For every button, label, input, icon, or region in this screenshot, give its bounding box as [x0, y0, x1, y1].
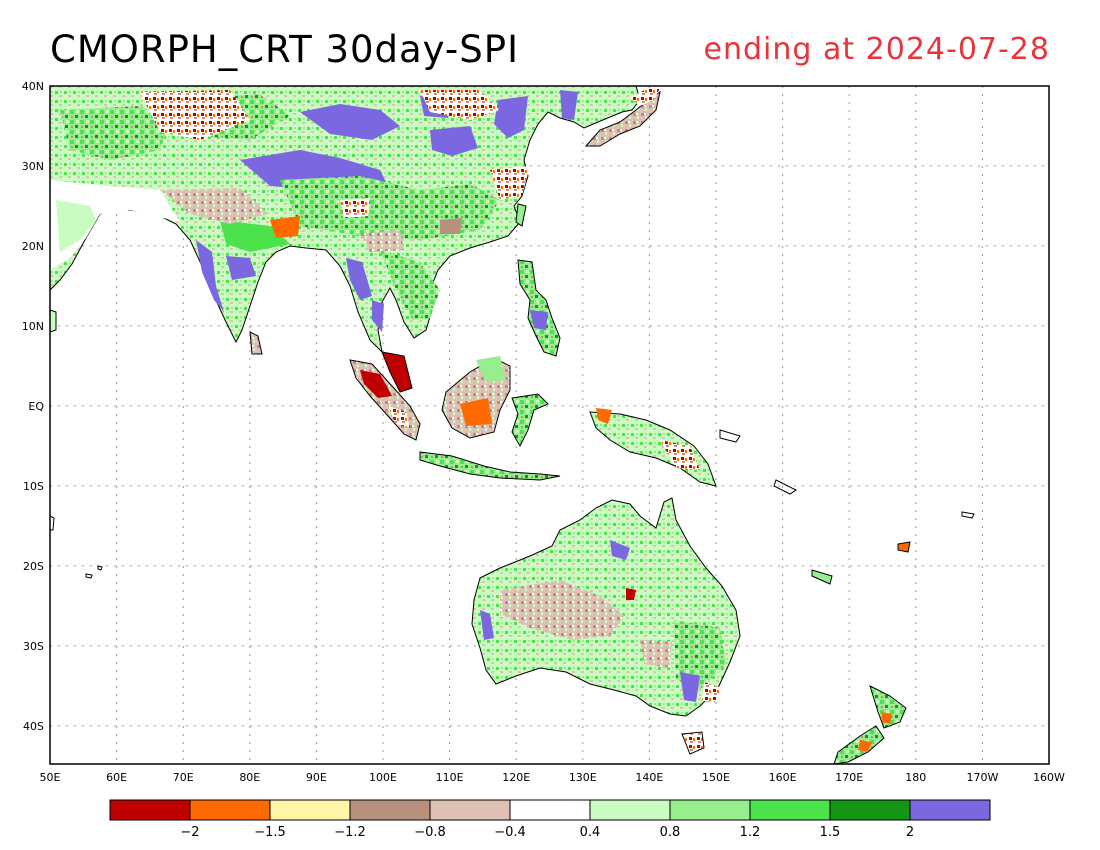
lon-tick-label: 150E [702, 771, 730, 784]
colorbar-label: 0.8 [660, 825, 681, 840]
lat-tick-label: 30S [23, 640, 44, 653]
colorbar-swatch [749, 799, 831, 821]
lon-tick-label: 170E [835, 771, 863, 784]
colorbar: −2 −1.5 −1.2 −0.8 −0.4 0.4 0.8 1.2 1.5 2 [109, 799, 991, 840]
lat-tick-label: 40N [22, 80, 44, 93]
colorbar-label: 1.2 [740, 825, 761, 840]
colorbar-label: −2 [180, 825, 199, 840]
colorbar-swatch [189, 799, 271, 821]
colorbar-swatch [829, 799, 911, 821]
colorbar-swatch [349, 799, 431, 821]
colorbar-label: 1.5 [820, 825, 841, 840]
land-sumatra [349, 359, 421, 441]
lon-tick-label: 90E [306, 771, 327, 784]
lon-tick-label: 170W [966, 771, 998, 784]
land-java [419, 451, 561, 481]
colorbar-label: −1.2 [334, 825, 366, 840]
colorbar-label: −1.5 [254, 825, 286, 840]
lon-tick-label: 70E [173, 771, 194, 784]
latitude-labels: 40N 30N 20N 10N EQ 10S 20S 30S 40S [22, 80, 45, 733]
lon-tick-label: 110E [436, 771, 464, 784]
colorbar-swatch [909, 799, 991, 821]
colorbar-swatch [269, 799, 351, 821]
lat-tick-label: 20S [23, 560, 44, 573]
lon-tick-label: 80E [239, 771, 260, 784]
lon-tick-label: 140E [635, 771, 663, 784]
lon-tick-label: 130E [569, 771, 597, 784]
land-japan [584, 90, 661, 147]
lat-tick-label: 10N [22, 320, 44, 333]
colorbar-swatch [509, 799, 591, 821]
colorbar-label: −0.8 [414, 825, 446, 840]
colorbar-label: −0.4 [494, 825, 526, 840]
lon-tick-label: 50E [40, 771, 61, 784]
map-frame [49, 85, 1050, 765]
map-title: CMORPH_CRT 30day-SPI [50, 28, 519, 71]
date-label: ending at 2024-07-28 [703, 32, 1050, 67]
lat-tick-label: 40S [23, 720, 44, 733]
lat-tick-label: EQ [28, 400, 44, 413]
land-new-guinea [589, 411, 717, 487]
lat-tick-label: 20N [22, 240, 44, 253]
colorbar-swatch [589, 799, 671, 821]
colorbar-label: 0.4 [580, 825, 601, 840]
colorbar-swatch [109, 799, 191, 821]
colorbar-swatch [669, 799, 751, 821]
precip-field [50, 86, 975, 764]
lat-tick-label: 10S [23, 480, 44, 493]
lon-tick-label: 160E [769, 771, 797, 784]
longitude-labels: 50E 60E 70E 80E 90E 100E 110E 120E 130E 140E 150E 1… [40, 771, 1066, 784]
lon-tick-label: 180 [905, 771, 926, 784]
lat-tick-label: 30N [22, 160, 44, 173]
lon-tick-label: 60E [106, 771, 127, 784]
lon-tick-label: 120E [502, 771, 530, 784]
land-new-zealand [869, 685, 907, 729]
colorbar-swatch [429, 799, 511, 821]
lon-tick-label: 160W [1033, 771, 1065, 784]
colorbar-label: 2 [906, 825, 914, 840]
land-philippines [517, 259, 561, 357]
lon-tick-label: 100E [369, 771, 397, 784]
